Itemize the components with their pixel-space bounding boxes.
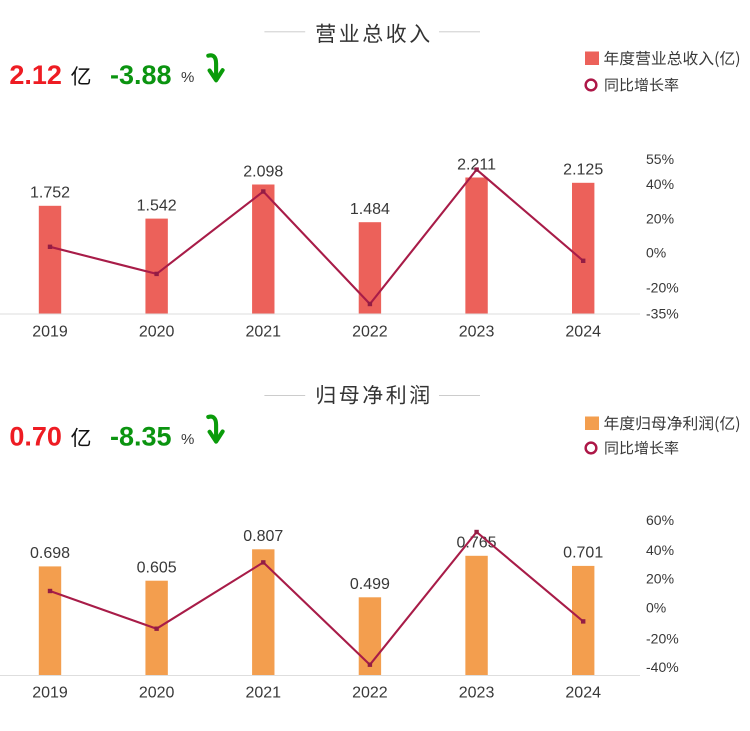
svg-text:1.484: 1.484 (350, 201, 390, 218)
svg-text:%: % (181, 69, 194, 86)
svg-text:2020: 2020 (139, 324, 175, 341)
svg-text:2022: 2022 (352, 324, 388, 341)
svg-text:20%: 20% (646, 571, 674, 587)
svg-text:2023: 2023 (459, 324, 495, 341)
svg-text:-40%: -40% (646, 659, 679, 675)
svg-text:60%: 60% (646, 512, 674, 528)
svg-text:55%: 55% (646, 151, 674, 167)
svg-text:2021: 2021 (245, 685, 281, 702)
svg-text:40%: 40% (646, 176, 674, 192)
svg-text:0.807: 0.807 (243, 528, 283, 545)
svg-text:%: % (181, 431, 194, 448)
svg-text:2.125: 2.125 (563, 162, 603, 179)
svg-text:0%: 0% (646, 600, 666, 616)
svg-text:2020: 2020 (139, 685, 175, 702)
svg-text:0.765: 0.765 (457, 535, 497, 552)
svg-text:-20%: -20% (646, 631, 679, 647)
svg-text:2019: 2019 (32, 685, 68, 702)
svg-text:2019: 2019 (32, 324, 68, 341)
svg-text:0%: 0% (646, 244, 666, 260)
svg-text:2023: 2023 (459, 685, 495, 702)
svg-text:40%: 40% (646, 542, 674, 558)
svg-text:2021: 2021 (245, 324, 281, 341)
svg-text:2022: 2022 (352, 685, 388, 702)
svg-text:0.605: 0.605 (137, 560, 177, 577)
svg-text:-3.88: -3.88 (110, 60, 172, 90)
svg-text:2.211: 2.211 (457, 156, 496, 173)
svg-text:2.098: 2.098 (243, 163, 283, 180)
svg-text:-20%: -20% (646, 280, 679, 296)
svg-text:20%: 20% (646, 210, 674, 226)
svg-text:-35%: -35% (646, 306, 679, 322)
svg-text:1.752: 1.752 (30, 185, 70, 202)
svg-text:1.542: 1.542 (137, 197, 177, 214)
svg-text:2024: 2024 (565, 685, 601, 702)
svg-text:2.12: 2.12 (9, 60, 62, 90)
svg-text:-8.35: -8.35 (110, 421, 172, 451)
svg-text:0.701: 0.701 (563, 545, 603, 562)
svg-text:0.499: 0.499 (350, 576, 390, 593)
svg-text:0.70: 0.70 (9, 421, 62, 451)
svg-text:2024: 2024 (565, 324, 601, 341)
svg-text:0.698: 0.698 (30, 545, 70, 562)
